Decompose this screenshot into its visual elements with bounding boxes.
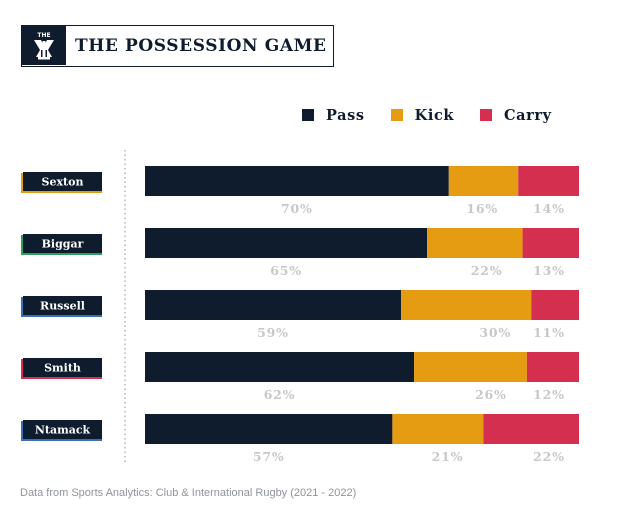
category-tag-smith: [23, 358, 102, 377]
category-label-sexton: Sexton: [42, 176, 84, 189]
value-label-pass-russell: 59%: [257, 325, 289, 340]
value-label-kick-ntamack: 21%: [432, 449, 464, 464]
logo-icon: THE: [34, 32, 54, 60]
bar-carry-ntamack: [483, 414, 579, 444]
category-label-russell: Russell: [40, 300, 85, 313]
legend-label-kick: Kick: [414, 106, 455, 124]
bar-carry-russell: [531, 290, 579, 320]
title-box: THE THE POSSESSION GAME: [21, 25, 334, 67]
bar-kick-sexton: [448, 166, 519, 196]
category-label-smith: Smith: [44, 362, 81, 375]
category-label-biggar: Biggar: [42, 238, 84, 251]
legend-swatch-carry: [480, 109, 493, 121]
value-label-kick-smith: 26%: [475, 387, 507, 402]
page-title: THE POSSESSION GAME: [75, 36, 327, 56]
bar-pass-smith: [145, 352, 415, 382]
value-label-pass-smith: 62%: [264, 387, 296, 402]
legend-swatch-kick: [390, 109, 403, 121]
category-tag-sexton: [23, 172, 102, 191]
logo: THE: [22, 26, 66, 65]
category-tag-ntamack: [23, 420, 102, 439]
bar-carry-sexton: [518, 166, 579, 196]
logo-text: THE: [37, 32, 50, 39]
legend-swatch-pass: [302, 109, 314, 121]
bar-kick-ntamack: [392, 414, 484, 444]
bar-pass-russell: [145, 290, 402, 320]
value-label-carry-russell: 11%: [533, 325, 565, 340]
value-label-kick-sexton: 16%: [466, 201, 498, 216]
value-label-carry-smith: 12%: [533, 387, 565, 402]
category-tag-biggar: [23, 234, 102, 253]
category-label-ntamack: Ntamack: [35, 424, 91, 437]
bar-pass-ntamack: [145, 414, 393, 444]
bar-carry-biggar: [522, 228, 579, 258]
value-label-carry-ntamack: 22%: [533, 449, 565, 464]
legend-label-carry: Carry: [504, 106, 552, 124]
value-label-kick-russell: 30%: [479, 325, 511, 340]
bar-carry-smith: [526, 352, 579, 382]
legend: Pass Kick Carry: [302, 106, 552, 124]
legend-item-carry: Carry: [480, 107, 552, 124]
value-label-pass-biggar: 65%: [270, 263, 302, 278]
bar-pass-sexton: [145, 166, 449, 196]
value-label-kick-biggar: 22%: [471, 263, 503, 278]
legend-item-pass: Pass: [302, 107, 365, 124]
bar-kick-russell: [401, 290, 532, 320]
bar-pass-biggar: [145, 228, 428, 258]
bar-kick-biggar: [427, 228, 523, 258]
value-label-carry-biggar: 13%: [533, 263, 565, 278]
legend-label-pass: Pass: [326, 106, 365, 124]
source-note: Data from Sports Analytics: Club & Inter…: [20, 487, 357, 499]
bar-kick-smith: [414, 352, 527, 382]
category-tag-russell: [23, 296, 102, 315]
value-label-pass-sexton: 70%: [281, 201, 313, 216]
legend-item-kick: Kick: [390, 106, 455, 124]
value-label-pass-ntamack: 57%: [253, 449, 285, 464]
value-label-carry-sexton: 14%: [533, 201, 565, 216]
